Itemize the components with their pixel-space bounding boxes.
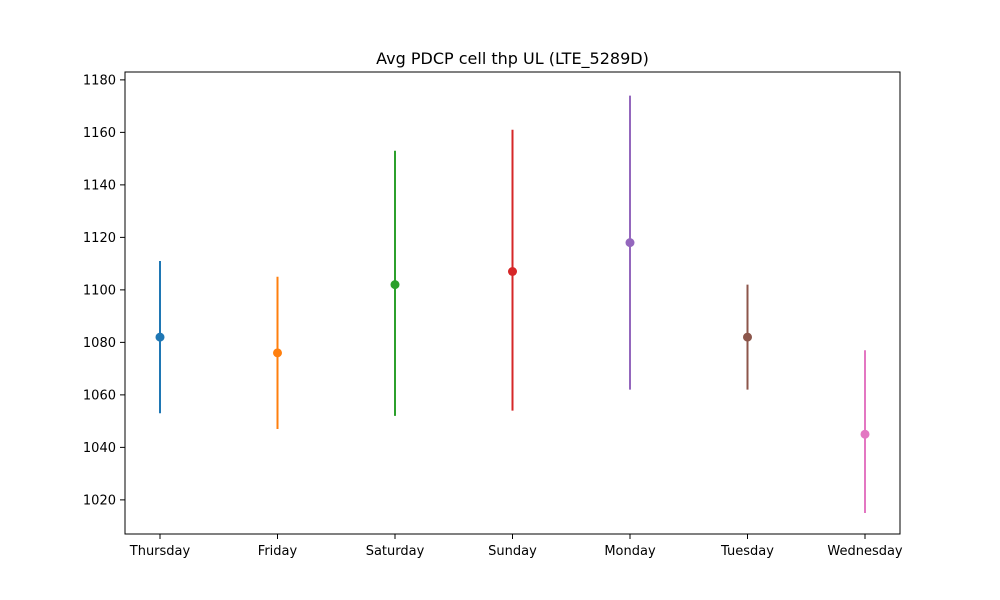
y-tick-label: 1040 — [83, 441, 116, 456]
data-point-wednesday — [860, 429, 870, 439]
y-tick-label: 1160 — [83, 126, 116, 141]
data-point-thursday — [155, 332, 165, 342]
y-tick-label: 1060 — [83, 388, 116, 403]
data-point-tuesday — [743, 332, 752, 342]
x-tick-label: Wednesday — [827, 544, 903, 559]
x-tick-label: Sunday — [488, 544, 537, 559]
y-tick-label: 1080 — [83, 336, 116, 351]
x-tick-label: Tuesday — [720, 544, 774, 559]
y-tick-label: 1140 — [83, 178, 116, 193]
data-point-sunday — [508, 267, 517, 276]
x-axis: Thursday Friday Saturday Sunday Monday Tuesda… — [129, 534, 903, 559]
x-tick-label: Thursday — [129, 544, 191, 559]
data-point-monday — [625, 238, 635, 248]
data-point-friday — [273, 348, 282, 358]
data-marks — [155, 95, 870, 513]
y-tick-label: 1180 — [83, 73, 116, 88]
chart-title: Avg PDCP cell thp UL (LTE_5289D) — [376, 49, 649, 69]
x-tick-label: Monday — [604, 544, 656, 559]
y-tick-label: 1020 — [83, 493, 116, 508]
data-point-saturday — [390, 280, 400, 290]
y-tick-label: 1100 — [83, 283, 116, 298]
x-tick-label: Saturday — [366, 544, 425, 559]
y-tick-label: 1120 — [83, 231, 116, 246]
x-tick-label: Friday — [258, 544, 298, 559]
y-axis: 1020 1040 1060 1080 1100 1120 1140 1160 1180 — [83, 73, 125, 508]
